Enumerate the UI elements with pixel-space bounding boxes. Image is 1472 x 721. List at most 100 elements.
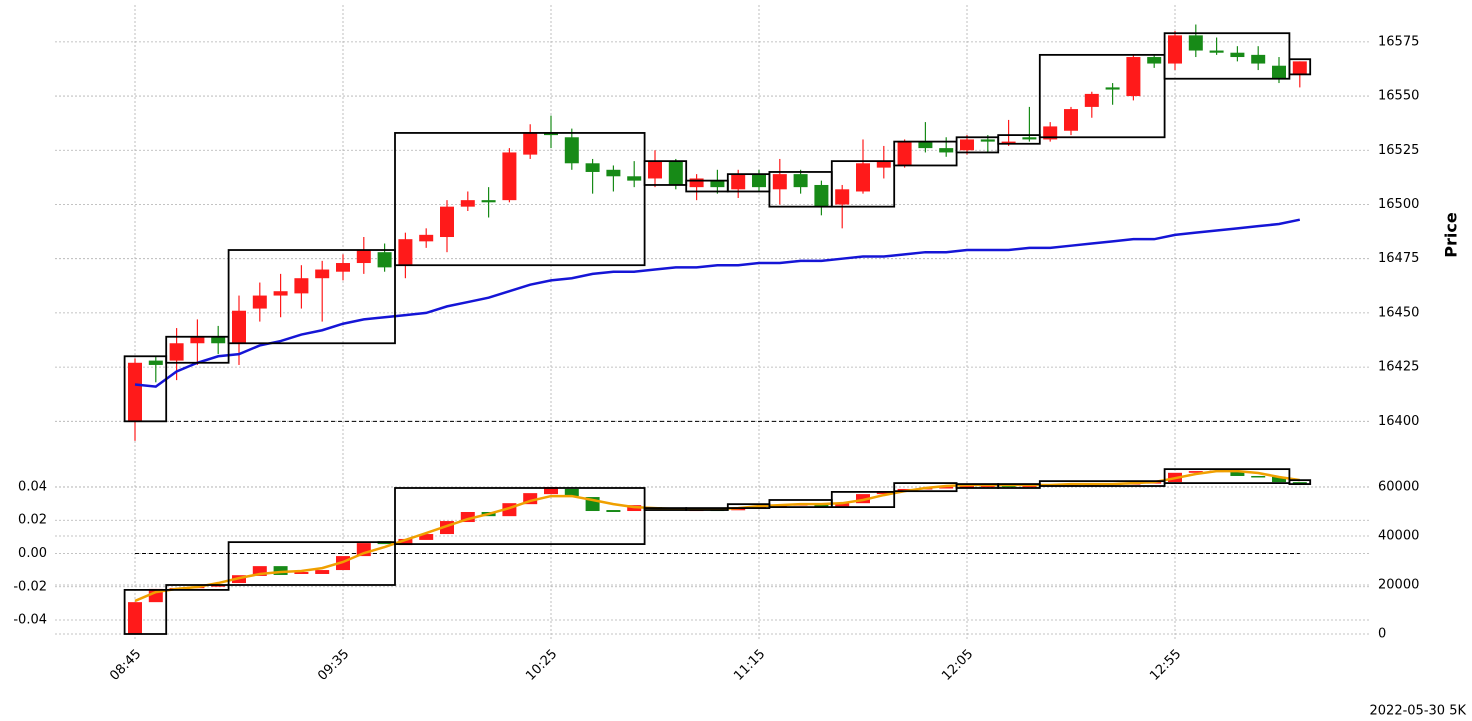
y-tick-label: 0.02	[18, 513, 47, 528]
candle-body	[544, 132, 558, 136]
y-tick-label: 16425	[1378, 360, 1419, 375]
y-tick-label: 20000	[1378, 578, 1419, 593]
candle-body	[710, 180, 725, 188]
candle-body	[980, 139, 995, 142]
candle-body	[627, 176, 642, 181]
candle-body	[752, 174, 766, 188]
range-box	[830, 160, 896, 208]
candle-body	[523, 493, 538, 505]
range-box	[643, 160, 688, 186]
candle-body	[1188, 35, 1203, 51]
moving-average-line	[134, 469, 1300, 603]
x-tick-label: 08:45	[107, 647, 144, 684]
y-tick-label: 0	[1378, 626, 1386, 641]
candle-body	[148, 360, 163, 365]
candle-body	[897, 141, 912, 166]
candle-body	[336, 263, 350, 272]
candle-body	[1292, 61, 1307, 75]
candle-body	[315, 269, 330, 279]
candle-body	[544, 487, 558, 495]
footer: 2022-05-30 5K	[1370, 704, 1467, 719]
candle-body	[252, 295, 267, 309]
candle-body	[232, 310, 246, 344]
range-box	[394, 132, 646, 267]
candle-body	[294, 572, 309, 574]
candle-body	[1084, 93, 1099, 107]
y-tick-label: 16400	[1378, 414, 1419, 429]
candle-body	[190, 336, 205, 344]
candle-body	[128, 602, 142, 634]
candle-body	[419, 234, 434, 242]
range-box	[394, 487, 646, 545]
candle-body	[460, 200, 475, 207]
candle-body	[731, 174, 746, 190]
range-box	[997, 134, 1041, 145]
candle-body	[128, 362, 142, 422]
candle-body	[1209, 50, 1224, 53]
candle-body	[502, 152, 517, 201]
y-tick-label: 0.04	[18, 479, 47, 494]
candle-body	[564, 488, 579, 497]
x-tick-label: 11:15	[731, 647, 768, 684]
x-tick-label: 09:35	[315, 647, 352, 684]
candle-body	[1272, 476, 1286, 483]
candle-body	[1188, 471, 1203, 473]
range-box	[830, 491, 896, 508]
candle-body	[1147, 57, 1162, 64]
candle-body	[315, 570, 330, 574]
candle-body	[939, 148, 954, 153]
candle-body	[1022, 137, 1037, 140]
candle-body	[835, 503, 850, 508]
candle-body	[273, 566, 288, 575]
candle-body	[606, 510, 621, 512]
candle-body	[1272, 65, 1286, 79]
candle-body	[523, 132, 538, 155]
range-box	[685, 507, 729, 511]
candle-body	[772, 174, 787, 190]
candle-body	[856, 163, 870, 192]
candle-body	[1105, 87, 1120, 90]
y-axis-label: Price	[1442, 212, 1461, 258]
x-tick-label: 10:25	[523, 647, 560, 684]
candle-body	[356, 250, 371, 264]
candle-body	[294, 278, 309, 294]
candle-body	[918, 141, 933, 149]
candle-body	[585, 163, 600, 172]
range-box	[123, 355, 168, 423]
candle-body	[398, 239, 413, 266]
candle-body	[960, 486, 974, 488]
y-tick-label: 16550	[1378, 89, 1419, 104]
y-tick-label: 16525	[1378, 143, 1419, 158]
y-tick-label: -0.04	[13, 613, 47, 628]
candle-body	[668, 161, 683, 185]
moving-average-line	[134, 218, 1301, 388]
candle-body	[1230, 470, 1245, 476]
candle-body	[960, 139, 974, 151]
candle-body	[440, 206, 454, 238]
y-tick-label: 16575	[1378, 34, 1419, 49]
candle-body	[648, 161, 662, 179]
range-box	[1163, 32, 1291, 80]
range-box	[1163, 468, 1291, 484]
candle-body	[856, 494, 870, 504]
candle-body	[564, 137, 579, 164]
candle-body	[689, 178, 704, 188]
candle-body	[814, 184, 829, 207]
range-box	[227, 249, 396, 345]
candle-body	[606, 169, 621, 177]
x-tick-label: 12:05	[939, 647, 976, 684]
y-tick-label: 16500	[1378, 197, 1419, 212]
candle-body	[169, 343, 184, 361]
candle-body	[793, 174, 808, 188]
range-box	[123, 589, 168, 635]
y-tick-label: 16475	[1378, 251, 1419, 266]
candle-body	[1251, 54, 1266, 64]
y-tick-label: 16450	[1378, 305, 1419, 320]
range-box	[1288, 479, 1312, 485]
range-box	[1038, 53, 1166, 139]
candle-body	[1001, 141, 1016, 144]
candle-body	[211, 336, 226, 344]
range-box	[165, 584, 230, 591]
candle-body	[419, 534, 434, 540]
